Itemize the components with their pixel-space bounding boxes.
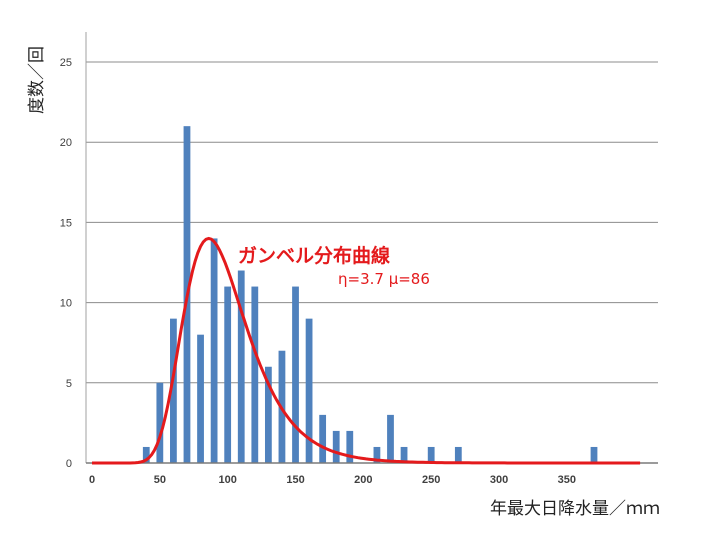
x-tick-label: 50 [154, 474, 166, 486]
y-tick-label: 10 [60, 298, 72, 310]
histogram-bar [156, 382, 164, 463]
histogram-bar [400, 446, 408, 463]
histogram-bar [346, 430, 354, 463]
x-tick-label: 350 [558, 474, 576, 486]
histogram-bar [454, 446, 462, 463]
x-tick-label: 150 [286, 474, 304, 486]
histogram-bar [197, 334, 204, 463]
histogram-bar [373, 446, 381, 463]
y-tick-label: 15 [60, 217, 72, 229]
y-tick-label: 25 [60, 57, 72, 69]
histogram-bar [292, 286, 299, 463]
histogram-bar [427, 446, 435, 463]
y-tick-labels: 0 5 10 15 20 25 [60, 57, 72, 470]
x-tick-label: 300 [490, 474, 508, 486]
histogram-bar [142, 446, 150, 463]
histogram-bar [224, 286, 232, 463]
x-axis-label: 年最大日降水量／ｍｍ [490, 499, 660, 519]
y-tick-label: 5 [66, 378, 72, 390]
histogram-bar [210, 238, 218, 463]
x-tick-label: 100 [218, 474, 236, 486]
curve-annotation-params: η=3.7 μ=86 [338, 270, 430, 288]
grid-lines [85, 32, 658, 463]
x-tick-label: 0 [89, 474, 95, 486]
histogram-bar [387, 414, 394, 463]
histogram-bar [332, 430, 340, 463]
histogram-bar [237, 270, 245, 463]
histogram-bar [590, 446, 598, 463]
x-tick-label: 200 [354, 474, 372, 486]
curve-annotation-title: ガンベル分布曲線 [238, 244, 390, 267]
x-tick-label: 250 [422, 474, 440, 486]
gumbel-curve [92, 236, 641, 465]
y-axis-label: 度数／回 [27, 46, 47, 114]
bars [142, 126, 598, 463]
histogram-bar [264, 366, 272, 463]
histogram-bar [251, 286, 259, 463]
histogram-bar [170, 318, 177, 463]
histogram-bar [305, 318, 313, 463]
x-tick-labels: 0 50 100 150 200 250 300 350 [89, 474, 576, 486]
y-tick-label: 0 [66, 458, 72, 470]
histogram-bar [319, 414, 327, 463]
y-tick-label: 20 [60, 137, 72, 149]
